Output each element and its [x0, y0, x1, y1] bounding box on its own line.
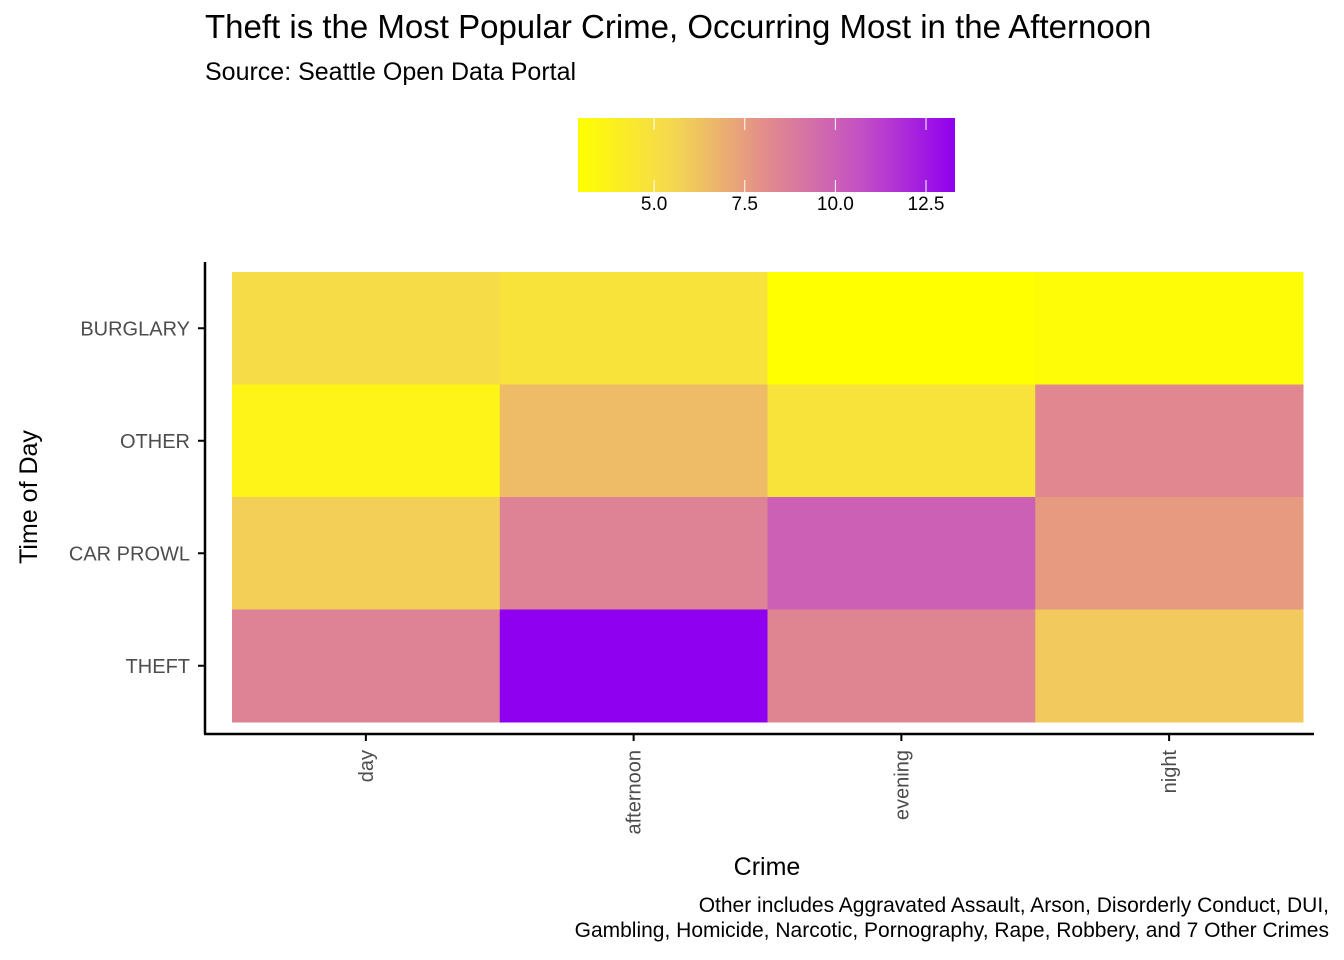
chart-caption: Other includes Aggravated Assault, Arson…	[575, 893, 1329, 943]
heatmap-cell-other-evening	[767, 384, 1036, 498]
color-legend: 5.0 7.5 10.0 12.5	[578, 118, 955, 215]
heatmap-cell-theft-afternoon	[499, 609, 768, 723]
legend-tick-label: 5.0	[641, 194, 667, 215]
axes: BURGLARY OTHER CAR PROWL THEFT day afternoon e…	[69, 262, 1314, 835]
heatmap-cell-other-night	[1035, 384, 1304, 498]
y-tick-label: BURGLARY	[80, 318, 190, 340]
legend-tick-label: 7.5	[732, 194, 758, 215]
x-tick-label: evening	[891, 750, 913, 820]
y-tick-label: OTHER	[120, 431, 190, 453]
legend-tick-label: 12.5	[908, 194, 945, 215]
heatmap-cell-burglary-night	[1035, 272, 1304, 385]
legend-color-bar	[578, 118, 955, 192]
y-tick-label: THEFT	[126, 656, 190, 678]
heatmap-cell-theft-night	[1035, 609, 1304, 723]
heatmap-cell-other-afternoon	[499, 384, 768, 498]
heatmap-cell-car-prowl-day	[232, 497, 501, 610]
heatmap-cell-burglary-day	[232, 272, 501, 385]
x-tick-label: night	[1159, 750, 1181, 794]
heatmap-cell-burglary-evening	[767, 272, 1036, 385]
heatmap-cell-burglary-afternoon	[499, 272, 768, 385]
heatmap-cell-other-day	[232, 384, 501, 498]
x-tick-label: day	[356, 750, 378, 782]
heatmap-cell-theft-day	[232, 609, 501, 723]
heatmap-cell-car-prowl-evening	[767, 497, 1036, 610]
caption-line-2: Gambling, Homicide, Narcotic, Pornograph…	[574, 919, 1329, 942]
chart-title: Theft is the Most Popular Crime, Occurri…	[205, 8, 1152, 45]
heatmap-cell-car-prowl-afternoon	[499, 497, 768, 610]
caption-line-1: Other includes Aggravated Assault, Arson…	[698, 894, 1329, 917]
legend-tick-label: 10.0	[817, 194, 854, 215]
y-tick-label: CAR PROWL	[69, 543, 190, 565]
heatmap-cells	[232, 272, 1304, 723]
y-axis-title: Time of Day	[15, 430, 43, 564]
chart-subtitle: Source: Seattle Open Data Portal	[205, 58, 577, 86]
heatmap-cell-theft-evening	[767, 609, 1036, 723]
x-axis-title: Crime	[734, 853, 801, 881]
heatmap-cell-car-prowl-night	[1035, 497, 1304, 610]
x-tick-label: afternoon	[624, 750, 646, 835]
